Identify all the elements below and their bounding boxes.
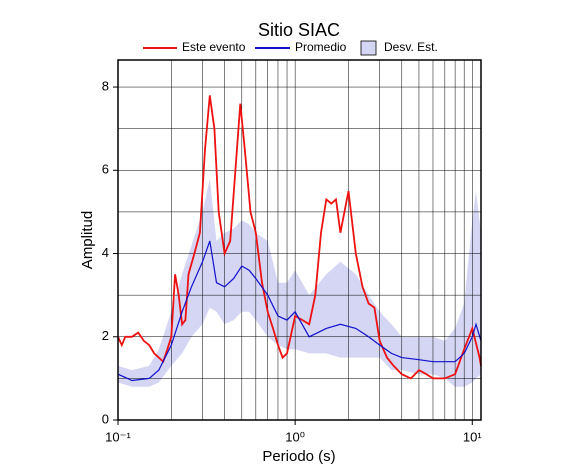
legend-label: Desv. Est. (384, 40, 438, 54)
series-line (117, 95, 482, 380)
std-band (118, 178, 481, 387)
x-tick-label: 10⁰ (285, 429, 305, 444)
chart-title: Sitio SIAC (258, 20, 340, 40)
series-line (117, 240, 482, 382)
legend-label: Este evento (182, 40, 246, 54)
x-axis-label: Periodo (s) (262, 448, 335, 465)
x-tick-label: 10⁻¹ (105, 429, 131, 444)
y-tick-label: 6 (102, 162, 109, 177)
legend-label: Promedio (295, 40, 347, 54)
y-tick-label: 2 (102, 328, 109, 343)
legend-swatch (360, 40, 377, 56)
x-tick-label: 10¹ (463, 429, 482, 444)
y-tick-label: 8 (102, 78, 109, 93)
y-tick-label: 4 (102, 245, 109, 260)
y-tick-label: 0 (102, 411, 109, 426)
plot-frame (117, 59, 482, 421)
y-axis-label: Amplitud (79, 211, 96, 269)
